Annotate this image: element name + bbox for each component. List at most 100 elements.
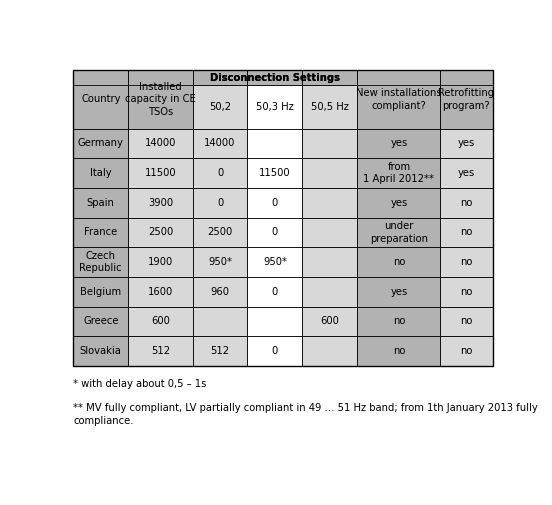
Bar	[73, 129, 128, 158]
Text: 600: 600	[151, 316, 170, 326]
Text: yes: yes	[458, 138, 475, 148]
Bar	[358, 158, 440, 188]
Text: 50,3 Hz: 50,3 Hz	[256, 102, 294, 112]
Text: Disconnection Settings: Disconnection Settings	[210, 73, 340, 83]
Text: from
1 April 2012**: from 1 April 2012**	[363, 162, 434, 184]
Bar	[358, 336, 440, 366]
Bar	[440, 188, 492, 218]
Bar	[247, 277, 302, 307]
Bar	[440, 247, 492, 277]
Bar	[247, 336, 302, 366]
Text: 2500: 2500	[148, 227, 173, 237]
Bar	[193, 70, 247, 85]
Bar	[302, 85, 358, 129]
Bar	[440, 70, 492, 85]
Bar	[358, 188, 440, 218]
Bar	[440, 70, 492, 129]
Text: 50,2: 50,2	[209, 102, 231, 112]
Bar	[193, 218, 247, 247]
Text: 3900: 3900	[148, 198, 173, 208]
Bar	[358, 70, 440, 129]
Text: Country: Country	[81, 94, 120, 105]
Bar	[358, 307, 440, 336]
Bar	[440, 129, 492, 158]
Text: no: no	[460, 316, 473, 326]
Text: Retrofitting
program?: Retrofitting program?	[438, 88, 495, 111]
Bar	[302, 158, 358, 188]
Text: 50,5 Hz: 50,5 Hz	[311, 102, 349, 112]
Bar	[247, 247, 302, 277]
Text: 14000: 14000	[204, 138, 236, 148]
Text: 0: 0	[272, 346, 278, 356]
Bar	[193, 129, 247, 158]
Bar	[73, 158, 128, 188]
Bar	[440, 70, 492, 85]
Bar	[302, 307, 358, 336]
Bar	[128, 158, 193, 188]
Bar	[193, 247, 247, 277]
Text: under
preparation: under preparation	[370, 221, 428, 243]
Bar	[73, 336, 128, 366]
Text: Czech
Republic: Czech Republic	[79, 251, 122, 273]
Text: no: no	[460, 346, 473, 356]
Bar	[247, 158, 302, 188]
Bar	[302, 218, 358, 247]
Text: Slovakia: Slovakia	[80, 346, 121, 356]
Bar	[302, 277, 358, 307]
Text: Disconnection Settings: Disconnection Settings	[210, 73, 340, 83]
Bar	[73, 247, 128, 277]
Bar	[193, 307, 247, 336]
Bar	[358, 277, 440, 307]
Text: 2500: 2500	[208, 227, 232, 237]
Text: 1900: 1900	[148, 257, 173, 267]
Bar	[73, 70, 128, 129]
Bar	[73, 218, 128, 247]
Text: Italy: Italy	[90, 168, 112, 178]
Bar	[358, 70, 440, 85]
Text: 0: 0	[272, 227, 278, 237]
Text: Greece: Greece	[83, 316, 119, 326]
Text: 512: 512	[151, 346, 170, 356]
Text: * with delay about 0,5 – 1s: * with delay about 0,5 – 1s	[73, 379, 206, 389]
Text: 0: 0	[272, 287, 278, 297]
Bar	[440, 336, 492, 366]
Text: New installations
compliant?: New installations compliant?	[356, 88, 442, 111]
Bar	[247, 307, 302, 336]
Bar	[128, 307, 193, 336]
Text: 1600: 1600	[148, 287, 173, 297]
Bar	[302, 70, 358, 85]
Bar	[440, 218, 492, 247]
Bar	[358, 218, 440, 247]
Bar	[440, 158, 492, 188]
Bar	[128, 70, 193, 85]
Bar	[193, 70, 247, 85]
Bar	[358, 129, 440, 158]
Bar	[440, 307, 492, 336]
Text: 14000: 14000	[145, 138, 176, 148]
Text: yes: yes	[390, 287, 407, 297]
Bar	[193, 277, 247, 307]
Bar	[128, 336, 193, 366]
Text: 0: 0	[272, 198, 278, 208]
Bar	[247, 129, 302, 158]
Bar	[358, 247, 440, 277]
Text: Spain: Spain	[87, 198, 115, 208]
Bar	[128, 247, 193, 277]
Bar	[193, 336, 247, 366]
Text: France: France	[84, 227, 118, 237]
Bar	[128, 70, 193, 129]
Text: 960: 960	[210, 287, 230, 297]
Bar	[128, 129, 193, 158]
Bar	[73, 188, 128, 218]
Bar	[193, 158, 247, 188]
Bar	[302, 336, 358, 366]
Bar	[128, 218, 193, 247]
Bar	[73, 277, 128, 307]
Text: 950*: 950*	[263, 257, 287, 267]
Bar	[193, 85, 247, 129]
Bar	[73, 70, 128, 85]
Text: yes: yes	[458, 168, 475, 178]
Text: no: no	[460, 227, 473, 237]
Text: no: no	[392, 257, 405, 267]
Text: 512: 512	[210, 346, 230, 356]
